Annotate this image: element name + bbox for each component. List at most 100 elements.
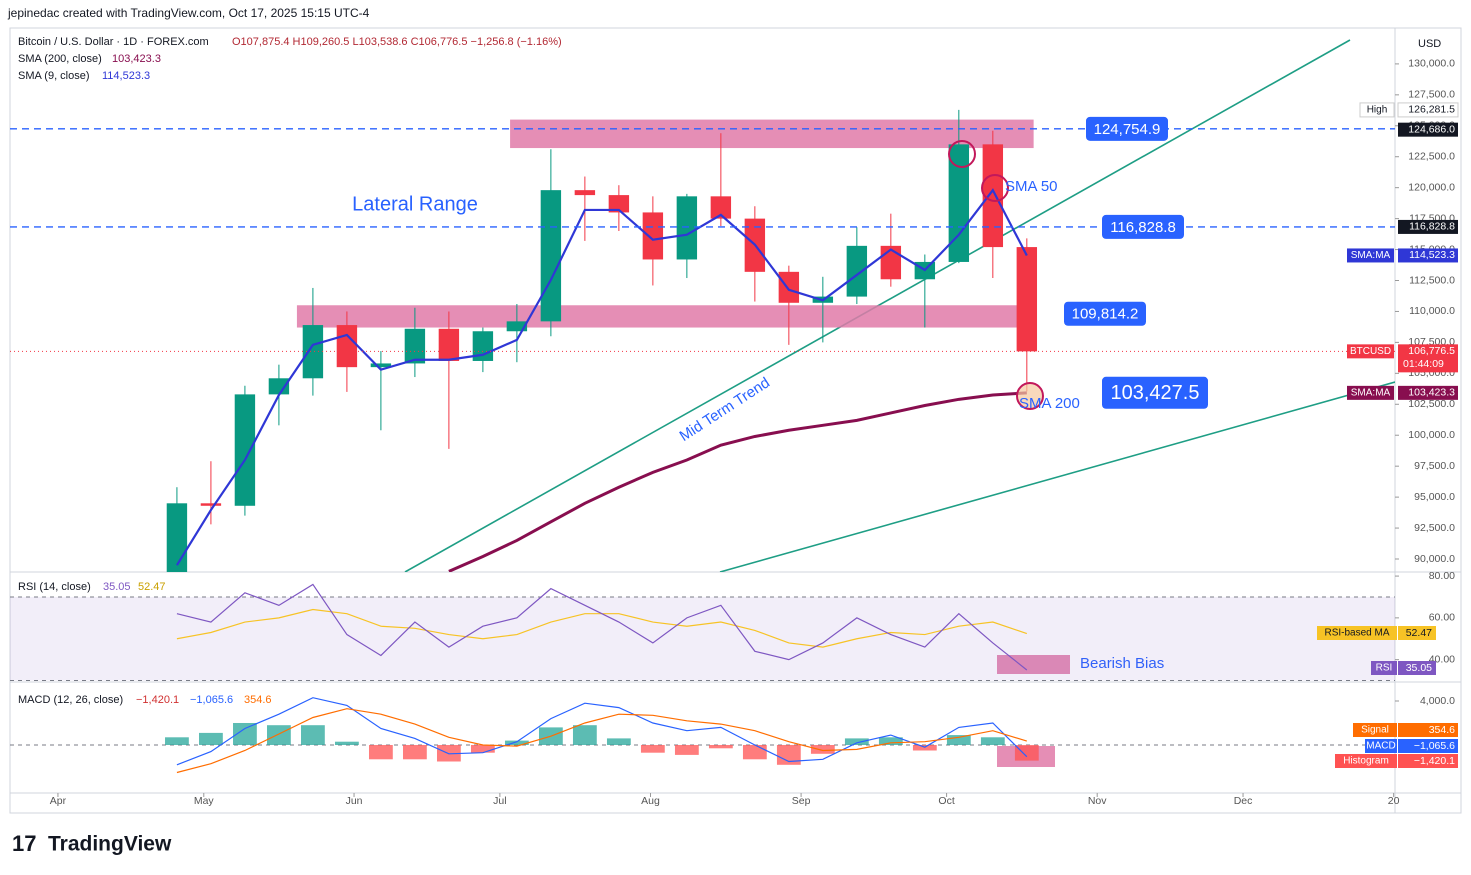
tag-value: −1,065.6 — [1414, 740, 1455, 752]
candle-body — [302, 325, 324, 379]
price-tag-name-box — [1347, 248, 1394, 263]
tag-name-box — [1353, 723, 1397, 737]
price-tag-label: 103,423.3 — [1408, 387, 1455, 399]
candle-body — [778, 271, 800, 303]
tag-value: −1,420.1 — [1414, 755, 1455, 767]
histogram-bar — [165, 737, 189, 745]
y-tick-label: 92,500.0 — [1414, 522, 1455, 534]
countdown: 01:44:09 — [1403, 358, 1444, 370]
bearish-label: Bearish Bias — [1080, 655, 1164, 672]
histogram-bar — [572, 725, 597, 745]
x-tick-label: May — [194, 795, 215, 807]
candle-body — [574, 190, 596, 196]
price-tag-label: 124,686.0 — [1408, 123, 1455, 135]
level-tag-label: 109,814.2 — [1072, 306, 1139, 323]
zone — [296, 305, 1034, 328]
series-line — [176, 697, 1028, 766]
tag-value: 52.47 — [1406, 627, 1432, 639]
y-tick-label: 95,000.0 — [1414, 491, 1455, 503]
trend-line — [719, 381, 1395, 572]
rsi-ma-legend-value: 52.47 — [138, 581, 166, 593]
price-tag-name: SMA:MA — [1351, 250, 1391, 261]
candle-body — [370, 363, 392, 368]
candle-body — [200, 503, 222, 506]
price-tag-name-box — [1347, 344, 1394, 359]
histogram-bar — [1014, 744, 1039, 761]
candle-body — [642, 212, 664, 260]
price-tag — [1398, 219, 1458, 234]
rsi-band — [10, 596, 1395, 681]
histogram-bar — [640, 744, 665, 753]
logo-mark: 17 — [12, 831, 36, 856]
annotation: SMA 200 — [1019, 395, 1080, 412]
price-tag — [1397, 102, 1459, 118]
price-tag — [1398, 344, 1458, 373]
x-tick-label: Oct — [938, 795, 954, 807]
zone — [510, 119, 1034, 149]
price-tag-label: 106,776.5 — [1408, 345, 1455, 357]
candle-body — [982, 144, 1004, 248]
candle-body — [608, 195, 630, 213]
x-tick-label: Apr — [50, 795, 67, 807]
candle-body — [846, 245, 868, 297]
candle-body — [948, 144, 970, 262]
candle-body — [1016, 247, 1038, 352]
x-tick-label: Aug — [641, 795, 660, 807]
currency: USD — [1418, 38, 1441, 50]
x-tick-label: Sep — [792, 795, 811, 807]
tag-name-box — [1371, 661, 1397, 675]
tag-value-box — [1398, 723, 1458, 737]
histogram-bar — [233, 722, 257, 745]
histogram-bar — [844, 738, 869, 745]
price-pane — [166, 109, 1038, 572]
tag-name-box — [1335, 754, 1397, 768]
y-tick-label: 102,500.0 — [1408, 398, 1455, 410]
price-tag-label: 114,523.3 — [1409, 249, 1455, 261]
ohlc: O107,875.4 H109,260.5 L103,538.6 C106,77… — [232, 36, 562, 48]
bearish-box — [997, 655, 1070, 674]
histogram-bar — [708, 744, 733, 749]
rsi-legend: RSI (14, close) — [18, 581, 91, 593]
y-tick-label: 112,500.0 — [1409, 274, 1455, 286]
annotation: SMA 50 — [1005, 178, 1058, 195]
price-tag-label: 126,281.5 — [1408, 104, 1455, 116]
tag-name: RSI-based MA — [1324, 628, 1389, 639]
histogram-bar — [980, 737, 1005, 745]
candle-body — [336, 325, 358, 368]
tag-name: Signal — [1361, 725, 1389, 736]
tag-value-box — [1398, 626, 1436, 640]
tag-name: RSI — [1376, 663, 1393, 674]
y-tick-label: 97,500.0 — [1414, 460, 1455, 472]
candle-body — [540, 190, 562, 322]
x-tick-label: 20 — [1388, 795, 1400, 807]
series-line — [175, 188, 1028, 566]
price-tag-name: High — [1367, 105, 1388, 116]
chart-frame — [9, 27, 1462, 814]
candle-body — [268, 378, 290, 395]
annotation: Lateral Range — [352, 193, 478, 215]
histogram-bar — [946, 735, 971, 745]
level-tag-label: 124,754.9 — [1094, 121, 1161, 138]
x-tick-label: Dec — [1234, 795, 1253, 807]
y-tick-label: 100,000.0 — [1408, 429, 1455, 441]
y-tick-label: 127,500.0 — [1408, 89, 1455, 101]
histogram-bar — [810, 744, 835, 754]
histogram-bar — [606, 738, 631, 745]
tag-value-box — [1398, 661, 1436, 675]
histogram-bar — [267, 725, 291, 745]
highlight-circle — [1016, 382, 1044, 410]
tag-name-box — [1365, 739, 1397, 753]
y-tick-label: 120,000.0 — [1408, 181, 1455, 193]
histogram-bar — [776, 744, 801, 765]
tag-value: 354.6 — [1429, 724, 1455, 736]
legend-sma200-value: 103,423.3 — [112, 53, 161, 65]
level-tag — [1102, 214, 1184, 239]
signal-legend-value: 354.6 — [244, 694, 272, 706]
symbol: Bitcoin / U.S. Dollar · 1D · FOREX.com — [18, 36, 209, 48]
tag-value-box — [1398, 739, 1458, 753]
histogram-bar — [301, 725, 325, 745]
price-tag — [1398, 248, 1458, 263]
legend-sma9-value: 114,523.3 — [102, 70, 150, 82]
level-tag — [1102, 376, 1208, 409]
candle-body — [710, 196, 732, 219]
